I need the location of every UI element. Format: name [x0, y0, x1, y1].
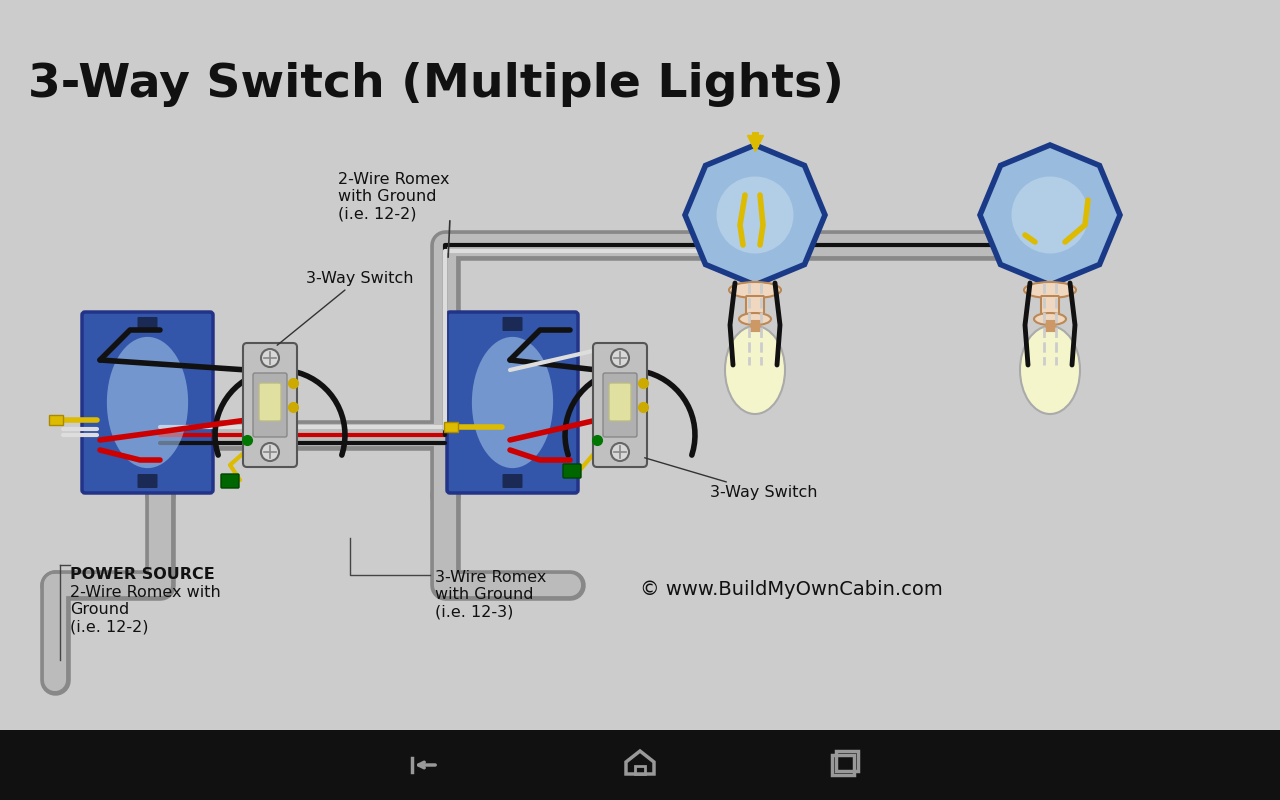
- Ellipse shape: [739, 313, 771, 325]
- FancyBboxPatch shape: [503, 317, 522, 331]
- Polygon shape: [49, 415, 63, 425]
- Circle shape: [261, 349, 279, 367]
- FancyBboxPatch shape: [253, 373, 287, 437]
- FancyBboxPatch shape: [137, 474, 157, 488]
- Polygon shape: [980, 145, 1120, 285]
- Polygon shape: [685, 145, 826, 285]
- FancyBboxPatch shape: [603, 373, 637, 437]
- Ellipse shape: [1011, 177, 1088, 254]
- Ellipse shape: [717, 177, 794, 254]
- Text: 2-Wire Romex
with Ground
(i.e. 12-2): 2-Wire Romex with Ground (i.e. 12-2): [338, 172, 449, 222]
- FancyBboxPatch shape: [746, 296, 764, 320]
- Ellipse shape: [1034, 313, 1066, 325]
- FancyBboxPatch shape: [563, 464, 581, 478]
- Polygon shape: [980, 145, 1120, 285]
- Ellipse shape: [724, 326, 785, 414]
- Text: 3-Way Switch (Multiple Lights): 3-Way Switch (Multiple Lights): [28, 62, 844, 107]
- Circle shape: [611, 443, 628, 461]
- FancyBboxPatch shape: [259, 383, 282, 421]
- Ellipse shape: [106, 337, 188, 468]
- Text: 3-Way Switch: 3-Way Switch: [278, 270, 413, 346]
- Circle shape: [261, 443, 279, 461]
- Ellipse shape: [1020, 326, 1080, 414]
- Text: POWER SOURCE: POWER SOURCE: [70, 567, 215, 582]
- Polygon shape: [444, 422, 458, 432]
- Text: 3-Way Switch: 3-Way Switch: [645, 458, 818, 501]
- Ellipse shape: [1024, 282, 1076, 298]
- Circle shape: [611, 349, 628, 367]
- FancyBboxPatch shape: [609, 383, 631, 421]
- Text: © www.BuildMyOwnCabin.com: © www.BuildMyOwnCabin.com: [640, 580, 943, 599]
- FancyBboxPatch shape: [447, 312, 579, 493]
- FancyBboxPatch shape: [243, 343, 297, 467]
- Polygon shape: [685, 145, 826, 285]
- FancyBboxPatch shape: [82, 312, 212, 493]
- FancyBboxPatch shape: [593, 343, 646, 467]
- Text: 3-Wire Romex
with Ground
(i.e. 12-3): 3-Wire Romex with Ground (i.e. 12-3): [435, 570, 547, 620]
- FancyBboxPatch shape: [503, 474, 522, 488]
- Polygon shape: [0, 730, 1280, 800]
- FancyBboxPatch shape: [1041, 296, 1059, 320]
- Text: 2-Wire Romex with
Ground
(i.e. 12-2): 2-Wire Romex with Ground (i.e. 12-2): [70, 585, 220, 635]
- Ellipse shape: [730, 282, 781, 298]
- FancyBboxPatch shape: [221, 474, 239, 488]
- Ellipse shape: [472, 337, 553, 468]
- FancyBboxPatch shape: [137, 317, 157, 331]
